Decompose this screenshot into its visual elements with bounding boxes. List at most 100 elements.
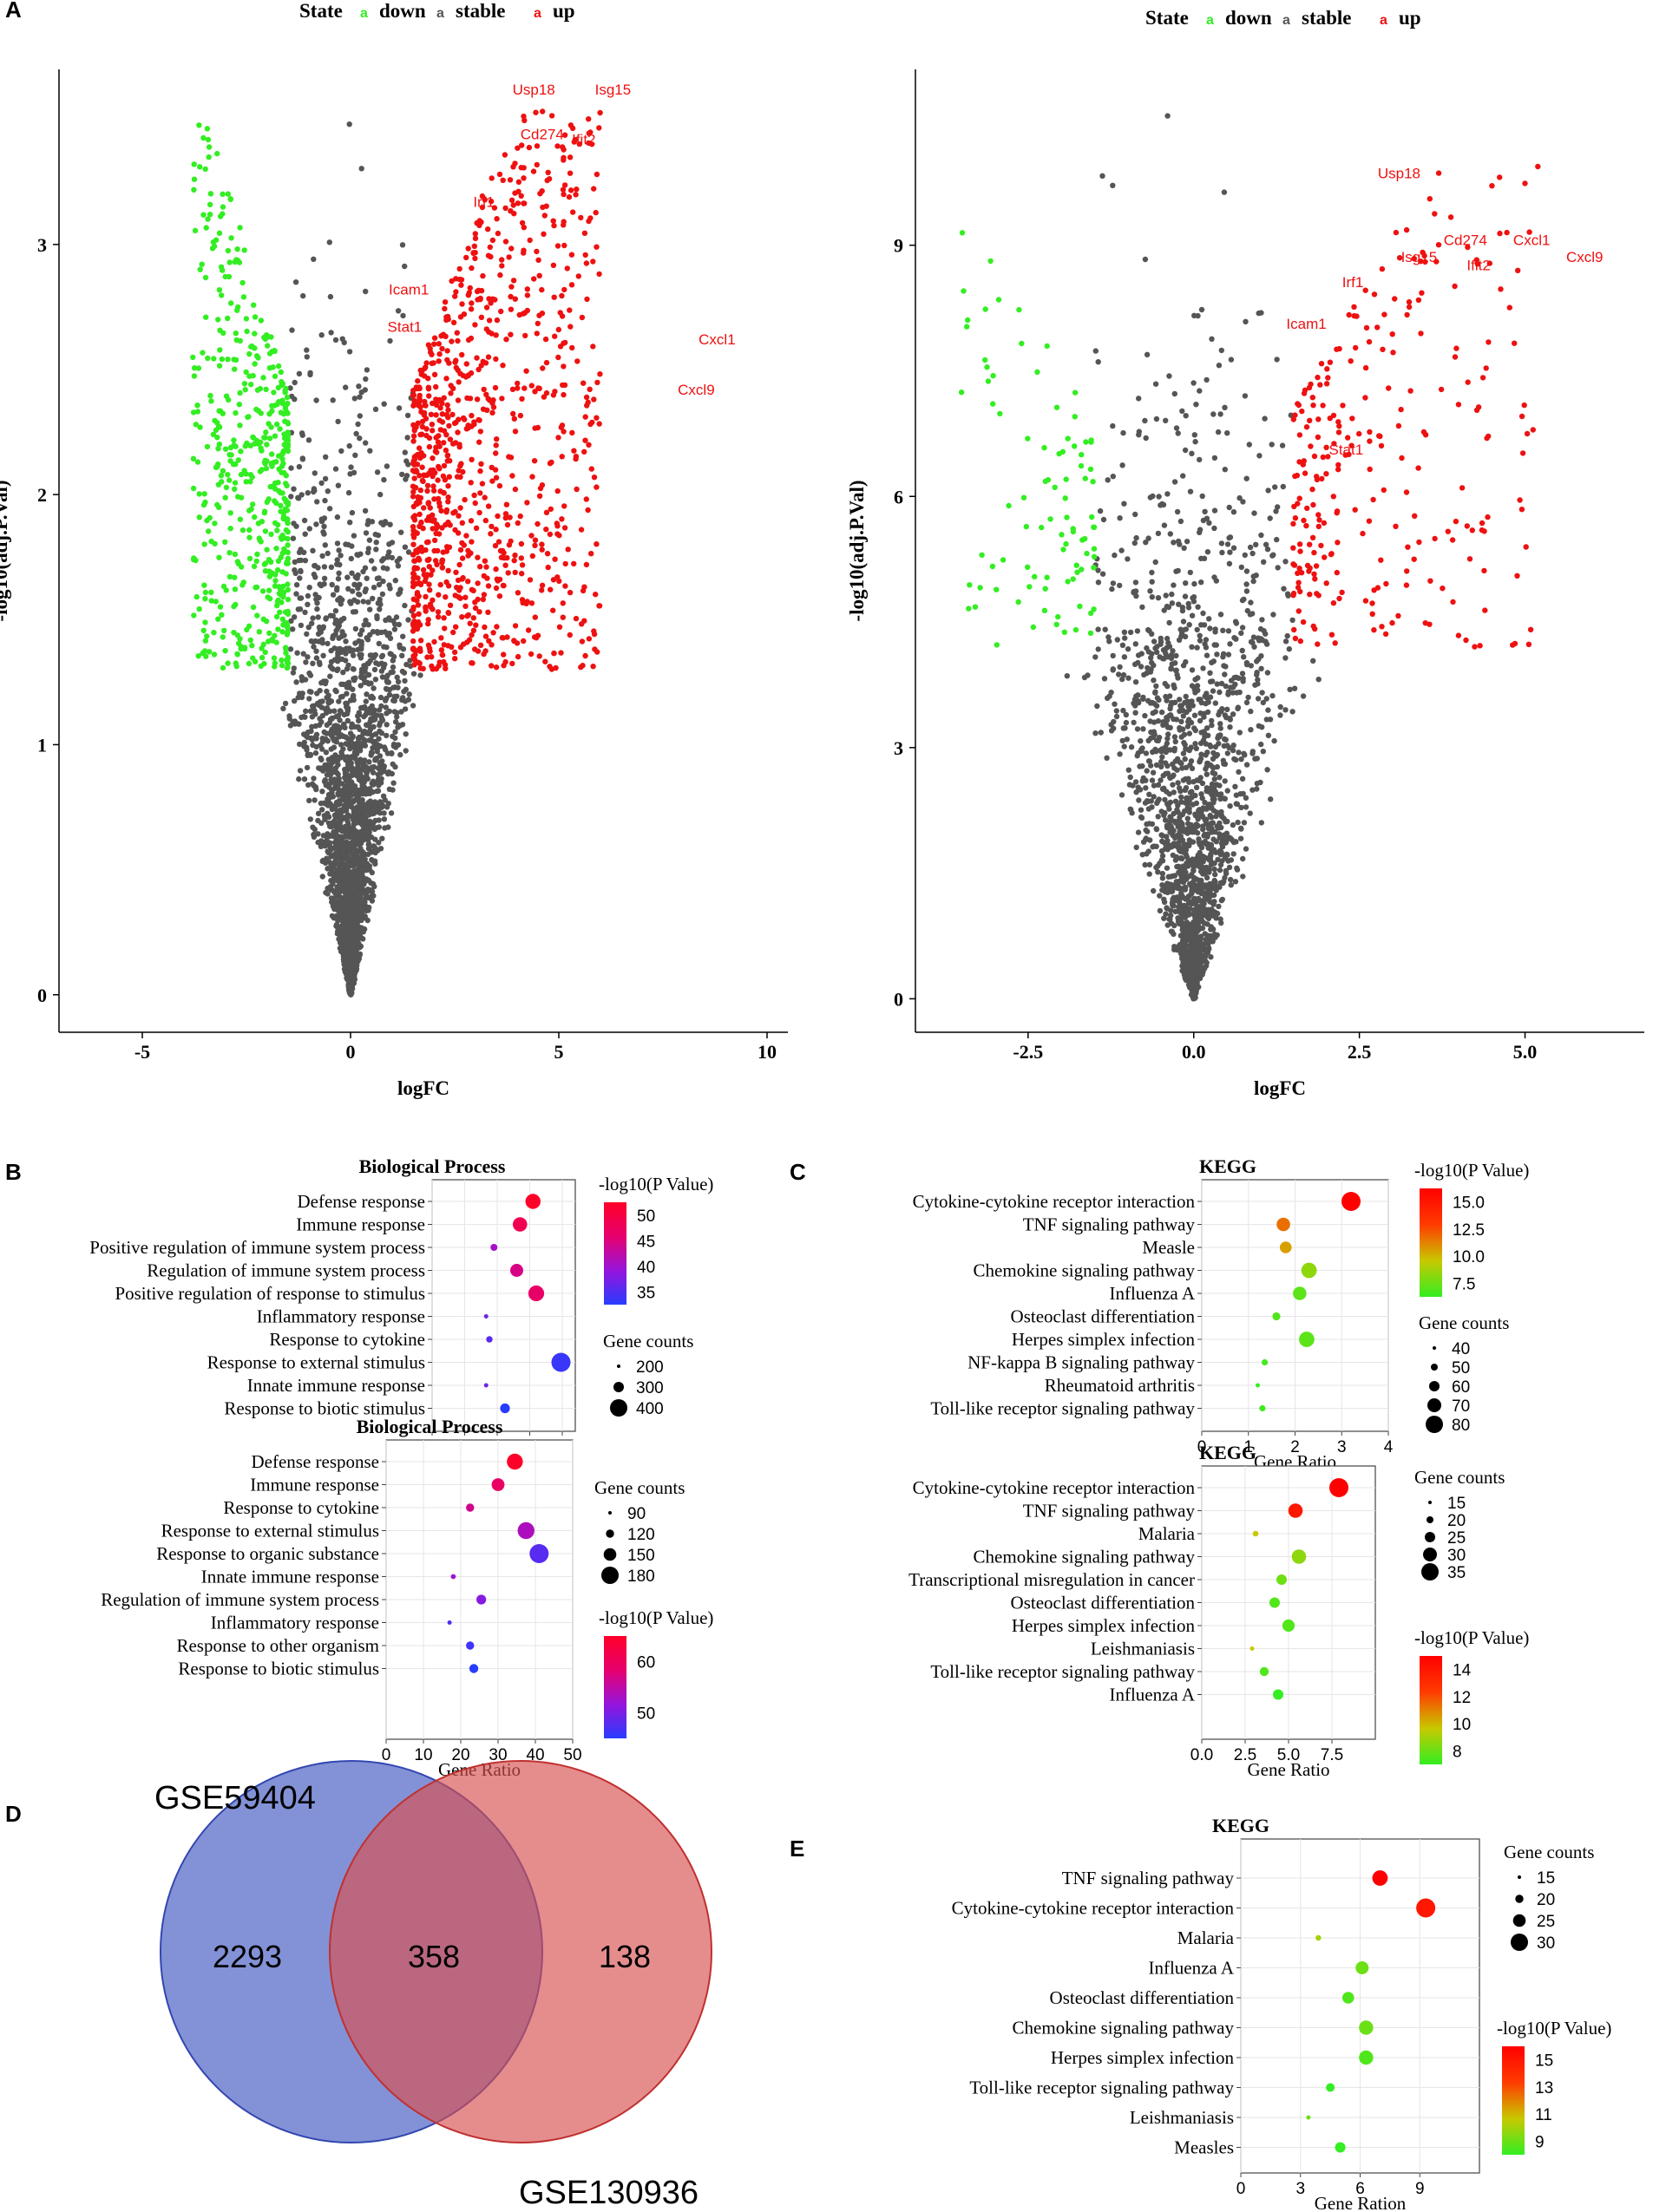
volcano-point	[404, 435, 410, 441]
volcano-point	[322, 497, 328, 504]
volcano-point	[521, 165, 527, 171]
volcano-point	[450, 629, 456, 636]
volcano-point	[1171, 540, 1177, 546]
volcano-point	[521, 247, 527, 253]
volcano-point	[259, 645, 265, 651]
volcano-point	[289, 393, 295, 400]
volcano-point	[250, 501, 256, 507]
volcano-point	[355, 572, 361, 579]
volcano-point	[521, 638, 527, 645]
volcano-point	[555, 326, 561, 333]
volcano-point	[361, 713, 367, 720]
volcano-point	[578, 214, 584, 221]
volcano-point	[1265, 732, 1272, 738]
volcano-point	[305, 437, 312, 443]
volcano-point	[459, 555, 466, 561]
volcano-point	[371, 717, 377, 723]
volcano-point	[567, 154, 574, 160]
gene-label: Irf1	[473, 194, 495, 211]
volcano-point	[284, 560, 290, 566]
volcano-point	[584, 296, 590, 303]
volcano-point	[312, 707, 318, 714]
volcano-point	[474, 355, 480, 361]
volcano-point	[425, 620, 431, 627]
volcano-point	[446, 474, 452, 480]
volcano-point	[341, 339, 347, 346]
volcano-point	[485, 252, 492, 259]
volcano-point	[459, 520, 465, 526]
volcano-point	[399, 668, 406, 675]
volcano-point	[1152, 709, 1158, 715]
volcano-point	[582, 414, 588, 420]
volcano-point	[260, 375, 266, 381]
volcano-point	[1244, 607, 1251, 614]
volcano-point	[541, 231, 547, 237]
volcano-point	[1241, 654, 1247, 660]
volcano-point	[370, 695, 377, 701]
volcano-point	[542, 336, 549, 343]
volcano-point	[465, 422, 471, 429]
volcano-point	[323, 749, 330, 756]
volcano-point	[422, 398, 428, 405]
volcano-point	[293, 582, 300, 588]
volcano-point	[347, 648, 353, 654]
volcano-point	[310, 638, 316, 645]
volcano-point	[301, 776, 308, 782]
volcano-point	[470, 587, 476, 594]
volcano-point	[482, 633, 489, 639]
volcano-point	[1197, 697, 1204, 703]
volcano-point	[456, 442, 462, 448]
volcano-point	[590, 664, 596, 670]
volcano-point	[567, 324, 574, 330]
volcano-point	[559, 292, 565, 299]
volcano-point	[521, 117, 528, 123]
volcano-point	[440, 473, 447, 480]
volcano-point	[351, 396, 357, 402]
volcano-point	[259, 467, 266, 473]
volcano-point	[515, 385, 521, 391]
volcano-point	[1265, 707, 1271, 713]
volcano-point	[266, 630, 272, 637]
volcano-point	[275, 626, 281, 632]
volcano-point	[329, 863, 336, 870]
volcano-point	[567, 632, 573, 638]
volcano-point	[374, 712, 380, 718]
volcano-point	[443, 447, 449, 454]
legend-label-stable: stable	[1302, 7, 1352, 29]
volcano-point	[292, 379, 298, 386]
volcano-point	[295, 495, 302, 501]
volcano-point	[483, 326, 489, 332]
volcano-point	[415, 378, 421, 384]
volcano-point	[356, 638, 362, 645]
volcano-point	[375, 532, 382, 539]
volcano-point	[495, 230, 502, 237]
volcano-point	[205, 355, 211, 362]
volcano-point	[268, 461, 274, 467]
volcano-point	[568, 282, 575, 288]
volcano-point	[201, 541, 207, 547]
volcano-point	[410, 583, 416, 590]
volcano-point	[534, 330, 540, 337]
volcano-point	[410, 703, 416, 709]
volcano-point	[364, 691, 370, 697]
volcano-point	[1167, 531, 1174, 537]
volcano-point	[320, 857, 326, 864]
volcano-point	[512, 190, 518, 196]
volcano-point	[383, 704, 389, 710]
volcano-point	[348, 724, 355, 730]
volcano-point	[504, 634, 510, 640]
volcano-point	[499, 263, 505, 269]
volcano-point	[206, 144, 213, 150]
volcano-point	[460, 574, 466, 581]
volcano-point	[374, 575, 381, 582]
volcano-point	[311, 831, 317, 838]
volcano-point	[515, 145, 521, 151]
volcano-point	[202, 619, 208, 625]
volcano-point	[1110, 666, 1117, 672]
volcano-point	[410, 393, 416, 399]
volcano-point	[214, 420, 220, 426]
volcano-point	[1226, 864, 1233, 871]
volcano-point	[1273, 508, 1279, 514]
volcano-point	[528, 533, 535, 539]
gene-label: Ifit2	[572, 131, 595, 147]
